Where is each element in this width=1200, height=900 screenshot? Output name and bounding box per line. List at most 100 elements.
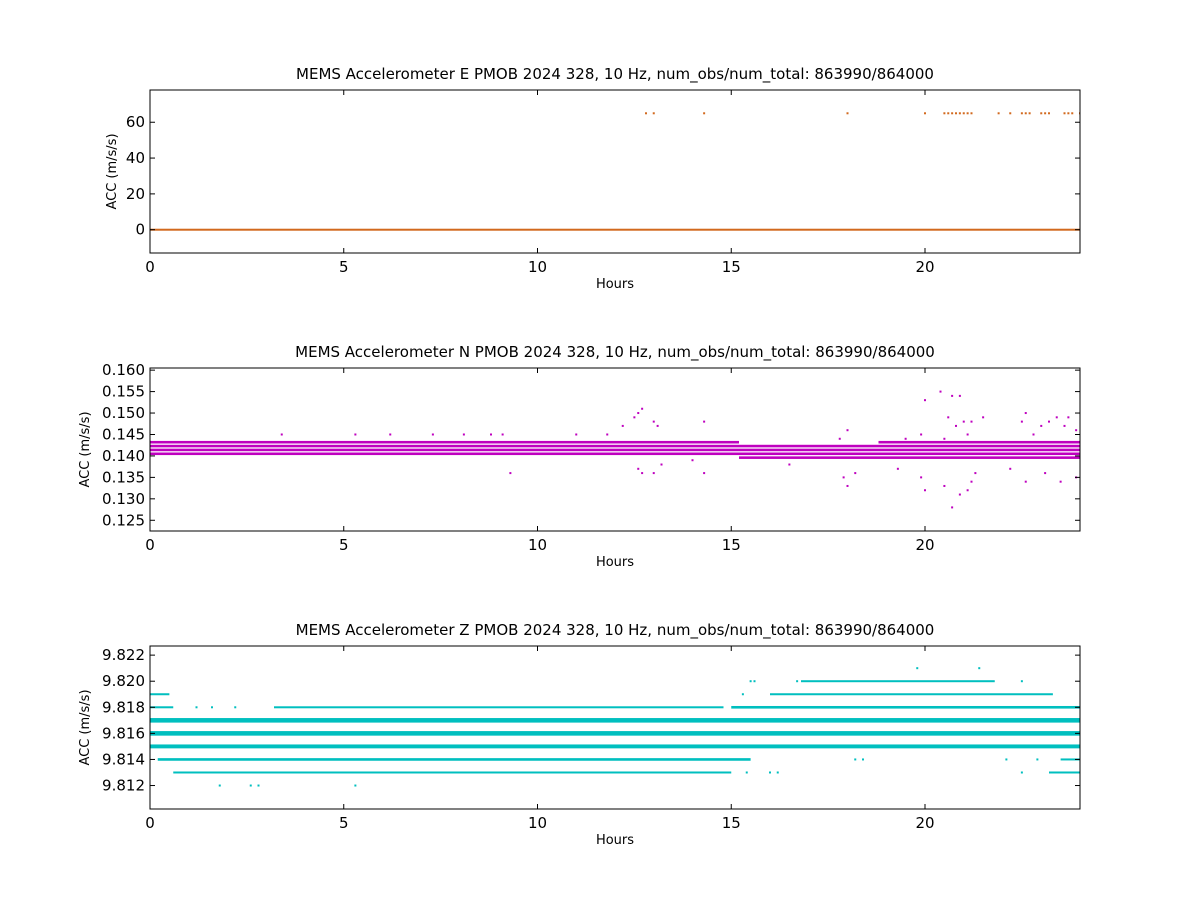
acc-e-xtick-label-4: 20 [915, 258, 934, 276]
acc-n-point-37 [943, 484, 946, 487]
acc-n-point-15 [641, 472, 644, 475]
acc-z-band-12 [1060, 758, 1080, 761]
acc-n-point-3 [431, 433, 434, 436]
acc-e-xtick-label-3: 15 [722, 258, 741, 276]
acc-e-point-23 [1071, 112, 1074, 115]
acc-z-band-3 [150, 731, 1080, 736]
acc-n-point-56 [1040, 424, 1043, 427]
acc-n-xtick-label-4: 20 [915, 536, 934, 554]
acc-z-band-4 [150, 718, 1080, 723]
acc-n-point-1 [354, 433, 357, 436]
acc-z-point-17 [854, 758, 857, 761]
acc-z-xtick-label-3: 15 [722, 814, 741, 832]
acc-e-point-12 [970, 112, 973, 115]
acc-z-point-8 [749, 680, 752, 683]
acc-z-band-1 [157, 758, 751, 761]
acc-e-point-7 [951, 112, 954, 115]
acc-e-point-6 [947, 112, 950, 115]
acc-n-point-5 [490, 433, 492, 436]
acc-e-ytick-label-1: 20 [126, 185, 145, 203]
acc-e-point-21 [1063, 112, 1066, 115]
acc-n-point-48 [970, 480, 973, 483]
acc-z-band-10 [801, 680, 995, 683]
acc-n-point-21 [703, 472, 706, 475]
acc-e-point-15 [1020, 112, 1023, 115]
acc-z-ytick-label-4: 9.820 [102, 672, 145, 690]
acc-n-point-9 [606, 433, 609, 436]
acc-n-point-7 [509, 472, 512, 475]
acc-n-point-18 [660, 463, 663, 466]
acc-n-band-1 [150, 448, 739, 452]
acc-e-band-0 [150, 228, 1080, 231]
acc-e-ytick-label-3: 60 [126, 113, 145, 131]
panel-acc-z: 0 5 10 15 20 9.812 9.814 9.816 9.818 9.820 9.822 ME… [78, 621, 1081, 848]
acc-z-point-16 [776, 771, 779, 774]
acc-n-point-36 [943, 437, 946, 440]
acc-z-ytick-label-3: 9.818 [102, 698, 145, 716]
acc-z-band-9 [770, 693, 1053, 696]
acc-n-point-17 [656, 424, 659, 427]
acc-z-ylabel: ACC (m/s/s) [78, 689, 93, 765]
acc-e-frame [149, 89, 1081, 254]
acc-z-point-18 [862, 758, 864, 761]
acc-n-xtick-label-1: 5 [339, 536, 349, 554]
acc-e-point-10 [962, 112, 965, 115]
acc-z-band-5 [150, 706, 174, 709]
acc-n-point-47 [970, 420, 973, 423]
acc-e-ytick-label-0: 0 [135, 221, 145, 239]
acc-n-xtick-label-2: 10 [528, 536, 547, 554]
acc-n-point-58 [1048, 420, 1050, 423]
acc-n-band-2 [150, 444, 739, 448]
acc-e-point-3 [846, 112, 849, 115]
acc-n-band-3 [150, 440, 739, 444]
acc-z-xtick-label-2: 10 [528, 814, 547, 832]
acc-n-band-4 [739, 456, 1080, 459]
acc-z-point-11 [916, 667, 919, 670]
acc-n-ytick-label-6: 0.155 [102, 383, 145, 401]
acc-n-point-51 [1009, 467, 1012, 470]
acc-z-ytick-label-5: 9.822 [102, 646, 145, 664]
acc-n-point-25 [846, 429, 849, 432]
acc-z-point-13 [1020, 680, 1023, 683]
acc-z-point-2 [257, 784, 260, 787]
acc-z-point-19 [1005, 758, 1008, 761]
acc-e-xtick-label-1: 5 [339, 258, 349, 276]
acc-e-ylabel: ACC (m/s/s) [105, 133, 120, 209]
acc-n-point-31 [920, 433, 923, 436]
acc-n-ytick-label-1: 0.130 [102, 490, 145, 508]
acc-n-point-6 [501, 433, 504, 436]
acc-n-point-11 [633, 416, 636, 419]
acc-n-point-43 [958, 493, 961, 496]
acc-n-ytick-label-5: 0.150 [102, 404, 145, 422]
acc-n-point-41 [955, 424, 957, 427]
acc-z-point-14 [745, 771, 748, 774]
acc-n-point-54 [1024, 412, 1027, 415]
acc-n-xlabel: Hours [596, 555, 634, 570]
acc-z-point-7 [741, 693, 744, 696]
acc-n-point-46 [966, 489, 969, 492]
acc-e-point-2 [703, 112, 706, 115]
acc-z-ytick-label-1: 9.814 [102, 750, 145, 768]
acc-n-point-59 [1055, 416, 1058, 419]
acc-e-point-20 [1048, 112, 1050, 115]
acc-n-point-10 [621, 424, 624, 427]
acc-e-xlabel: Hours [596, 277, 634, 292]
acc-n-point-0 [280, 433, 283, 436]
acc-z-point-6 [234, 706, 237, 709]
acc-n-point-30 [904, 437, 907, 440]
acc-n-frame [149, 367, 1081, 532]
acc-z-band-7 [731, 705, 1080, 709]
acc-e-point-14 [1009, 112, 1012, 115]
acc-z-point-1 [249, 784, 252, 787]
acc-e-xtick-label-2: 10 [528, 258, 547, 276]
acc-n-ylabel: ACC (m/s/s) [78, 411, 93, 487]
acc-n-point-26 [846, 484, 849, 487]
acc-e-point-17 [1028, 112, 1031, 115]
acc-n-point-32 [920, 476, 923, 479]
acc-e-title: MEMS Accelerometer E PMOB 2024 328, 10 H… [296, 65, 934, 84]
acc-n-point-13 [641, 407, 644, 410]
acc-n-point-45 [966, 433, 969, 436]
acc-e-plot-area [150, 112, 1080, 231]
acc-n-point-52 [1020, 420, 1023, 423]
